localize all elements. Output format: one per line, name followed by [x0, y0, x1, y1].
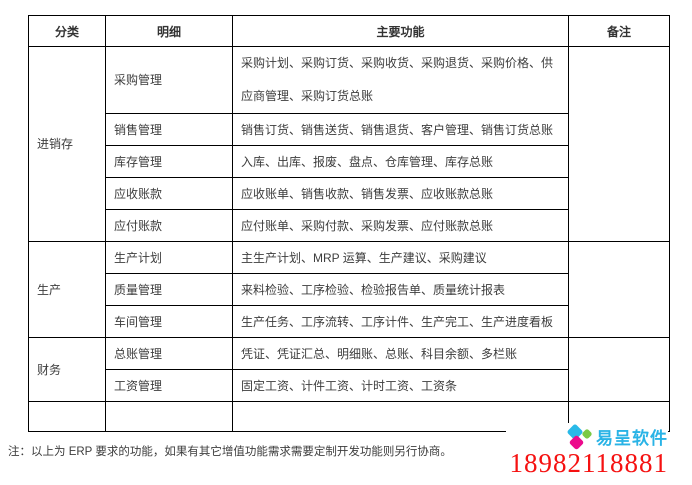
detail-cell: 销售管理 [105, 113, 233, 146]
logo-row: 易呈软件 [510, 423, 669, 451]
column-header-category: 分类 [28, 15, 106, 47]
category-cell: 生产 [28, 241, 106, 338]
table-row: 工资管理 固定工资、计件工资、计时工资、工资条 [29, 369, 670, 402]
company-logo-icon [566, 423, 593, 451]
features-cell: 来料检验、工序检验、检验报告单、质量统计报表 [232, 273, 569, 306]
remark-cell [568, 241, 670, 338]
detail-cell: 生产计划 [105, 241, 233, 274]
detail-cell: 车间管理 [105, 305, 233, 338]
table-row: 应收账款 应收账单、销售收款、销售发票、应收账款总账 [29, 177, 670, 210]
features-cell: 凭证、凭证汇总、明细账、总账、科目余额、多栏账 [232, 337, 569, 370]
features-cell: 固定工资、计件工资、计时工资、工资条 [232, 369, 569, 402]
features-cell: 入库、出库、报废、盘点、仓库管理、库存总账 [232, 145, 569, 178]
table-row: 应付账款 应付账单、采购付款、采购发票、应付账款总账 [29, 209, 670, 242]
features-cell: 应收账单、销售收款、销售发票、应收账款总账 [232, 177, 569, 210]
features-cell: 采购计划、采购订货、采购收货、采购退货、采购价格、供应商管理、采购订货总账 [232, 46, 569, 114]
table-row: 车间管理 生产任务、工序流转、工序计件、生产完工、生产进度看板 [29, 305, 670, 338]
table-row-empty [28, 401, 670, 432]
detail-cell: 库存管理 [105, 145, 233, 178]
category-cell: 财务 [28, 337, 106, 402]
header-row: 分类 明细 主要功能 备注 [28, 15, 670, 47]
phone-number: 18982118881 [509, 448, 668, 478]
detail-cell [105, 401, 233, 432]
column-header-remark: 备注 [568, 15, 670, 47]
column-header-detail: 明细 [105, 15, 233, 47]
table-row: 财务 总账管理 凭证、凭证汇总、明细账、总账、科目余额、多栏账 [28, 337, 670, 402]
footnote: 注：以上为 ERP 要求的功能，如果有其它增值功能需求需要定制开发功能则另行协商… [8, 446, 452, 458]
remark-cell [568, 337, 670, 402]
table-row: 质量管理 来料检验、工序检验、检验报告单、质量统计报表 [29, 273, 670, 306]
detail-cell: 质量管理 [105, 273, 233, 306]
column-header-features: 主要功能 [232, 15, 569, 47]
company-name: 易呈软件 [596, 428, 668, 448]
detail-cell: 总账管理 [105, 337, 233, 370]
feature-table: 分类 明细 主要功能 备注 进销存 采购管理 采购计划、采购订货、采购收货、采购… [28, 15, 670, 432]
detail-cell: 工资管理 [105, 369, 233, 402]
table-row: 生产 生产计划 主生产计划、MRP 运算、生产建议、采购建议 [28, 241, 670, 338]
branding-block: 易呈软件 18982118881 [505, 423, 669, 478]
features-cell: 主生产计划、MRP 运算、生产建议、采购建议 [232, 241, 569, 274]
category-cell [28, 401, 106, 432]
category-cell: 进销存 [28, 46, 106, 242]
features-cell: 生产任务、工序流转、工序计件、生产完工、生产进度看板 [232, 305, 569, 338]
table-row: 销售管理 销售订货、销售送货、销售退货、客户管理、销售订货总账 [29, 113, 670, 146]
detail-cell: 应付账款 [105, 209, 233, 242]
detail-cell: 采购管理 [105, 46, 233, 114]
features-cell: 应付账单、采购付款、采购发票、应付账款总账 [232, 209, 569, 242]
table-row: 进销存 采购管理 采购计划、采购订货、采购收货、采购退货、采购价格、供应商管理、… [28, 46, 670, 242]
diamond-green-icon [581, 428, 593, 440]
remark-cell [568, 46, 670, 242]
table-row: 库存管理 入库、出库、报废、盘点、仓库管理、库存总账 [29, 145, 670, 178]
features-cell: 销售订货、销售送货、销售退货、客户管理、销售订货总账 [232, 113, 569, 146]
detail-cell: 应收账款 [105, 177, 233, 210]
